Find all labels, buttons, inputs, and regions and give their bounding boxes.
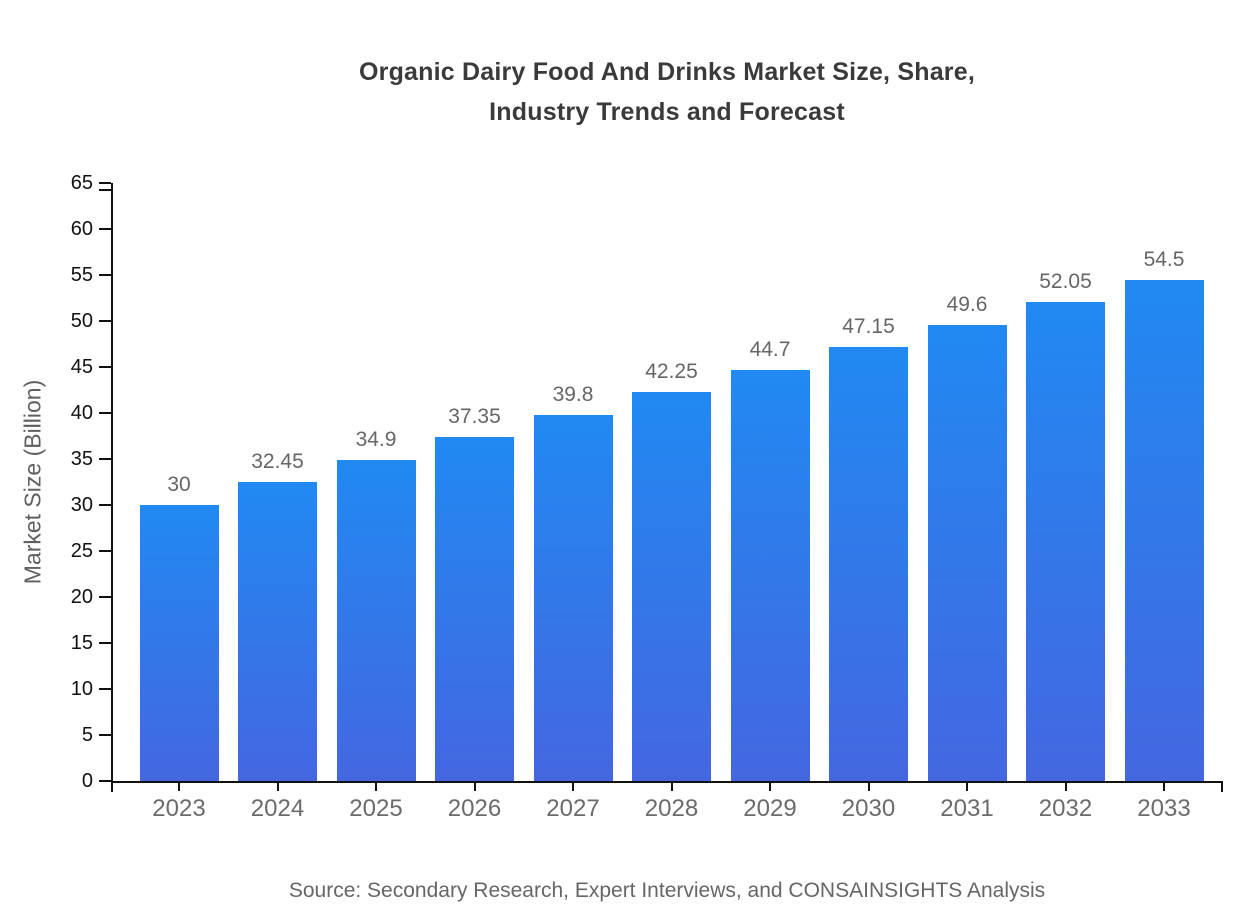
plot-area: 0 5 10 15 20 25 30 35 40 45 50 55 60 65 30 2023 32.45 202… bbox=[71, 172, 1223, 822]
bar-value-label: 39.8 bbox=[552, 382, 594, 406]
bar-value-label: 34.9 bbox=[355, 427, 397, 451]
x-tick-label: 2029 bbox=[743, 795, 797, 822]
bar bbox=[435, 437, 514, 781]
y-tick bbox=[99, 504, 111, 506]
y-tick-label: 15 bbox=[70, 632, 93, 654]
x-axis-line bbox=[111, 781, 1223, 783]
y-tick-label: 45 bbox=[70, 356, 93, 378]
bar-value-label: 49.6 bbox=[946, 292, 988, 316]
x-tick-label: 2032 bbox=[1038, 795, 1093, 822]
bar-value-label: 54.5 bbox=[1143, 247, 1185, 271]
x-tick bbox=[178, 783, 180, 791]
y-tick-label: 10 bbox=[70, 678, 93, 700]
y-tick-label: 35 bbox=[70, 448, 93, 470]
x-tick bbox=[375, 783, 377, 791]
bar bbox=[730, 369, 810, 781]
y-tick-label: 50 bbox=[70, 310, 93, 332]
bar-value-label: 32.45 bbox=[251, 450, 304, 474]
chart-title: Organic Dairy Food And Drinks Market Siz… bbox=[359, 58, 975, 126]
bar bbox=[1026, 302, 1105, 781]
y-axis-line bbox=[111, 183, 113, 783]
bar-value-label: 42.25 bbox=[645, 360, 698, 384]
bar bbox=[829, 347, 908, 781]
y-tick bbox=[99, 642, 111, 644]
bar bbox=[139, 505, 219, 781]
x-tick-label: 2027 bbox=[546, 795, 600, 822]
y-tick-label: 20 bbox=[70, 586, 93, 608]
bar-value-label: 52.05 bbox=[1039, 270, 1092, 294]
x-tick bbox=[473, 783, 476, 791]
y-tick-label: 55 bbox=[70, 264, 93, 286]
bar-value-label: 37.35 bbox=[448, 405, 501, 429]
y-tick bbox=[99, 780, 111, 782]
x-axis-end-cap bbox=[111, 783, 113, 792]
y-tick bbox=[99, 320, 111, 322]
y-tick bbox=[99, 688, 111, 690]
y-tick-label: 25 bbox=[70, 540, 93, 562]
bar bbox=[336, 459, 416, 781]
y-axis-end-cap bbox=[99, 189, 111, 191]
bar-value-label: 44.7 bbox=[749, 337, 791, 361]
x-tick bbox=[769, 783, 771, 791]
y-tick bbox=[99, 458, 111, 460]
y-tick bbox=[99, 412, 111, 414]
bar-value-label: 30 bbox=[167, 473, 191, 496]
x-tick-label: 2024 bbox=[250, 795, 305, 822]
x-tick-label: 2033 bbox=[1137, 795, 1191, 822]
y-tick-label: 40 bbox=[70, 402, 93, 424]
x-tick bbox=[1163, 783, 1165, 791]
y-tick bbox=[99, 182, 111, 184]
x-tick-label: 2030 bbox=[841, 795, 896, 822]
y-tick bbox=[99, 366, 111, 368]
bar bbox=[1124, 279, 1204, 781]
x-tick-label: 2023 bbox=[152, 795, 206, 822]
x-tick bbox=[572, 783, 574, 791]
bar-value-label: 47.15 bbox=[842, 315, 895, 339]
x-tick-label: 2031 bbox=[940, 795, 994, 822]
y-tick bbox=[99, 228, 111, 230]
bar bbox=[533, 414, 613, 781]
y-tick-label: 65 bbox=[70, 172, 93, 194]
x-axis-end-cap bbox=[1221, 783, 1223, 792]
bar bbox=[927, 324, 1007, 781]
x-tick bbox=[1064, 783, 1067, 791]
x-tick-label: 2025 bbox=[349, 795, 403, 822]
y-tick bbox=[99, 596, 111, 598]
x-tick bbox=[276, 783, 279, 791]
bar bbox=[632, 392, 711, 781]
bar bbox=[238, 482, 317, 781]
x-tick bbox=[670, 783, 673, 791]
x-tick-label: 2028 bbox=[644, 795, 699, 822]
y-tick bbox=[99, 734, 111, 736]
y-tick bbox=[99, 274, 111, 276]
y-tick-label: 30 bbox=[70, 494, 93, 516]
y-tick-label: 60 bbox=[70, 218, 93, 240]
y-tick-label: 5 bbox=[81, 724, 93, 746]
source-text: Source: Secondary Research, Expert Inter… bbox=[288, 879, 1046, 902]
x-tick bbox=[966, 783, 968, 791]
x-tick-label: 2026 bbox=[447, 795, 502, 822]
y-tick bbox=[99, 550, 111, 552]
y-tick-label: 0 bbox=[81, 770, 93, 792]
x-tick bbox=[867, 783, 870, 791]
